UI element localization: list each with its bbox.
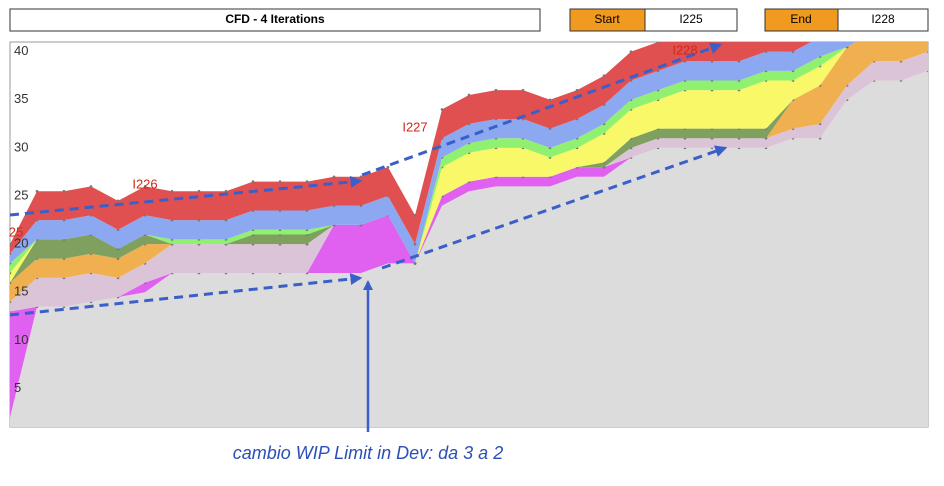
- area: [10, 42, 928, 302]
- title: CFD - 4 Iterations: [225, 12, 325, 26]
- point: [629, 50, 633, 53]
- point: [35, 189, 39, 193]
- point: [305, 180, 309, 183]
- overlay: cambio WIP Limit in Dev: da 3 a 2 5 10 15 2…: [9, 42, 728, 463]
- point: [89, 185, 93, 188]
- title-box: [9, 8, 541, 32]
- note: cambio WIP Limit in Dev: da 3 a 2: [233, 443, 503, 463]
- point: [467, 93, 471, 97]
- point: [494, 88, 498, 92]
- trend-line: [361, 42, 723, 177]
- point: [413, 213, 417, 217]
- annotation: I227: [402, 119, 427, 134]
- y-tick-label: 30: [14, 139, 28, 154]
- start-value-box[interactable]: [644, 8, 738, 32]
- y-tick-label: 20: [14, 236, 28, 251]
- y-tick-label: 40: [14, 43, 28, 58]
- point: [278, 180, 282, 183]
- trend-line: [9, 273, 363, 317]
- point: [170, 189, 174, 193]
- end-label: End: [790, 12, 811, 26]
- areas: [10, 2, 928, 427]
- point: [386, 165, 390, 169]
- area: [10, 42, 856, 273]
- area: [10, 51, 928, 312]
- annotation: I228: [672, 42, 697, 57]
- point: [819, 36, 822, 39]
- point: [62, 189, 66, 193]
- point: [440, 108, 444, 111]
- trend-line: [381, 145, 728, 270]
- area: [10, 42, 811, 254]
- point: [143, 185, 147, 188]
- point: [10, 242, 12, 246]
- end-value-box[interactable]: [837, 8, 929, 32]
- point: [332, 175, 336, 179]
- point: [224, 189, 228, 193]
- point: [575, 88, 579, 92]
- point: [602, 74, 606, 77]
- trend-line: [9, 175, 363, 217]
- y-tick-label: 25: [14, 187, 28, 202]
- y-tick-label: 5: [14, 380, 21, 395]
- area: [10, 42, 856, 264]
- point: [738, 31, 741, 34]
- point: [656, 42, 660, 44]
- y-tick-label: 15: [14, 284, 28, 299]
- point: [521, 88, 525, 92]
- point: [873, 2, 876, 5]
- header: CFD - 4 Iterations Start I225 End I228: [9, 8, 929, 32]
- area: [10, 70, 928, 427]
- y-tick-label: 35: [14, 91, 28, 106]
- point: [548, 98, 552, 102]
- annotation: 25: [9, 224, 23, 239]
- start-value: I225: [679, 12, 703, 26]
- point: [359, 175, 363, 179]
- point: [251, 180, 255, 183]
- start-label: Start: [594, 12, 620, 26]
- end-value: I228: [871, 12, 895, 26]
- point: [197, 189, 201, 193]
- point: [116, 199, 120, 203]
- annotation: I226: [132, 176, 157, 191]
- y-tick-label: 10: [14, 332, 28, 347]
